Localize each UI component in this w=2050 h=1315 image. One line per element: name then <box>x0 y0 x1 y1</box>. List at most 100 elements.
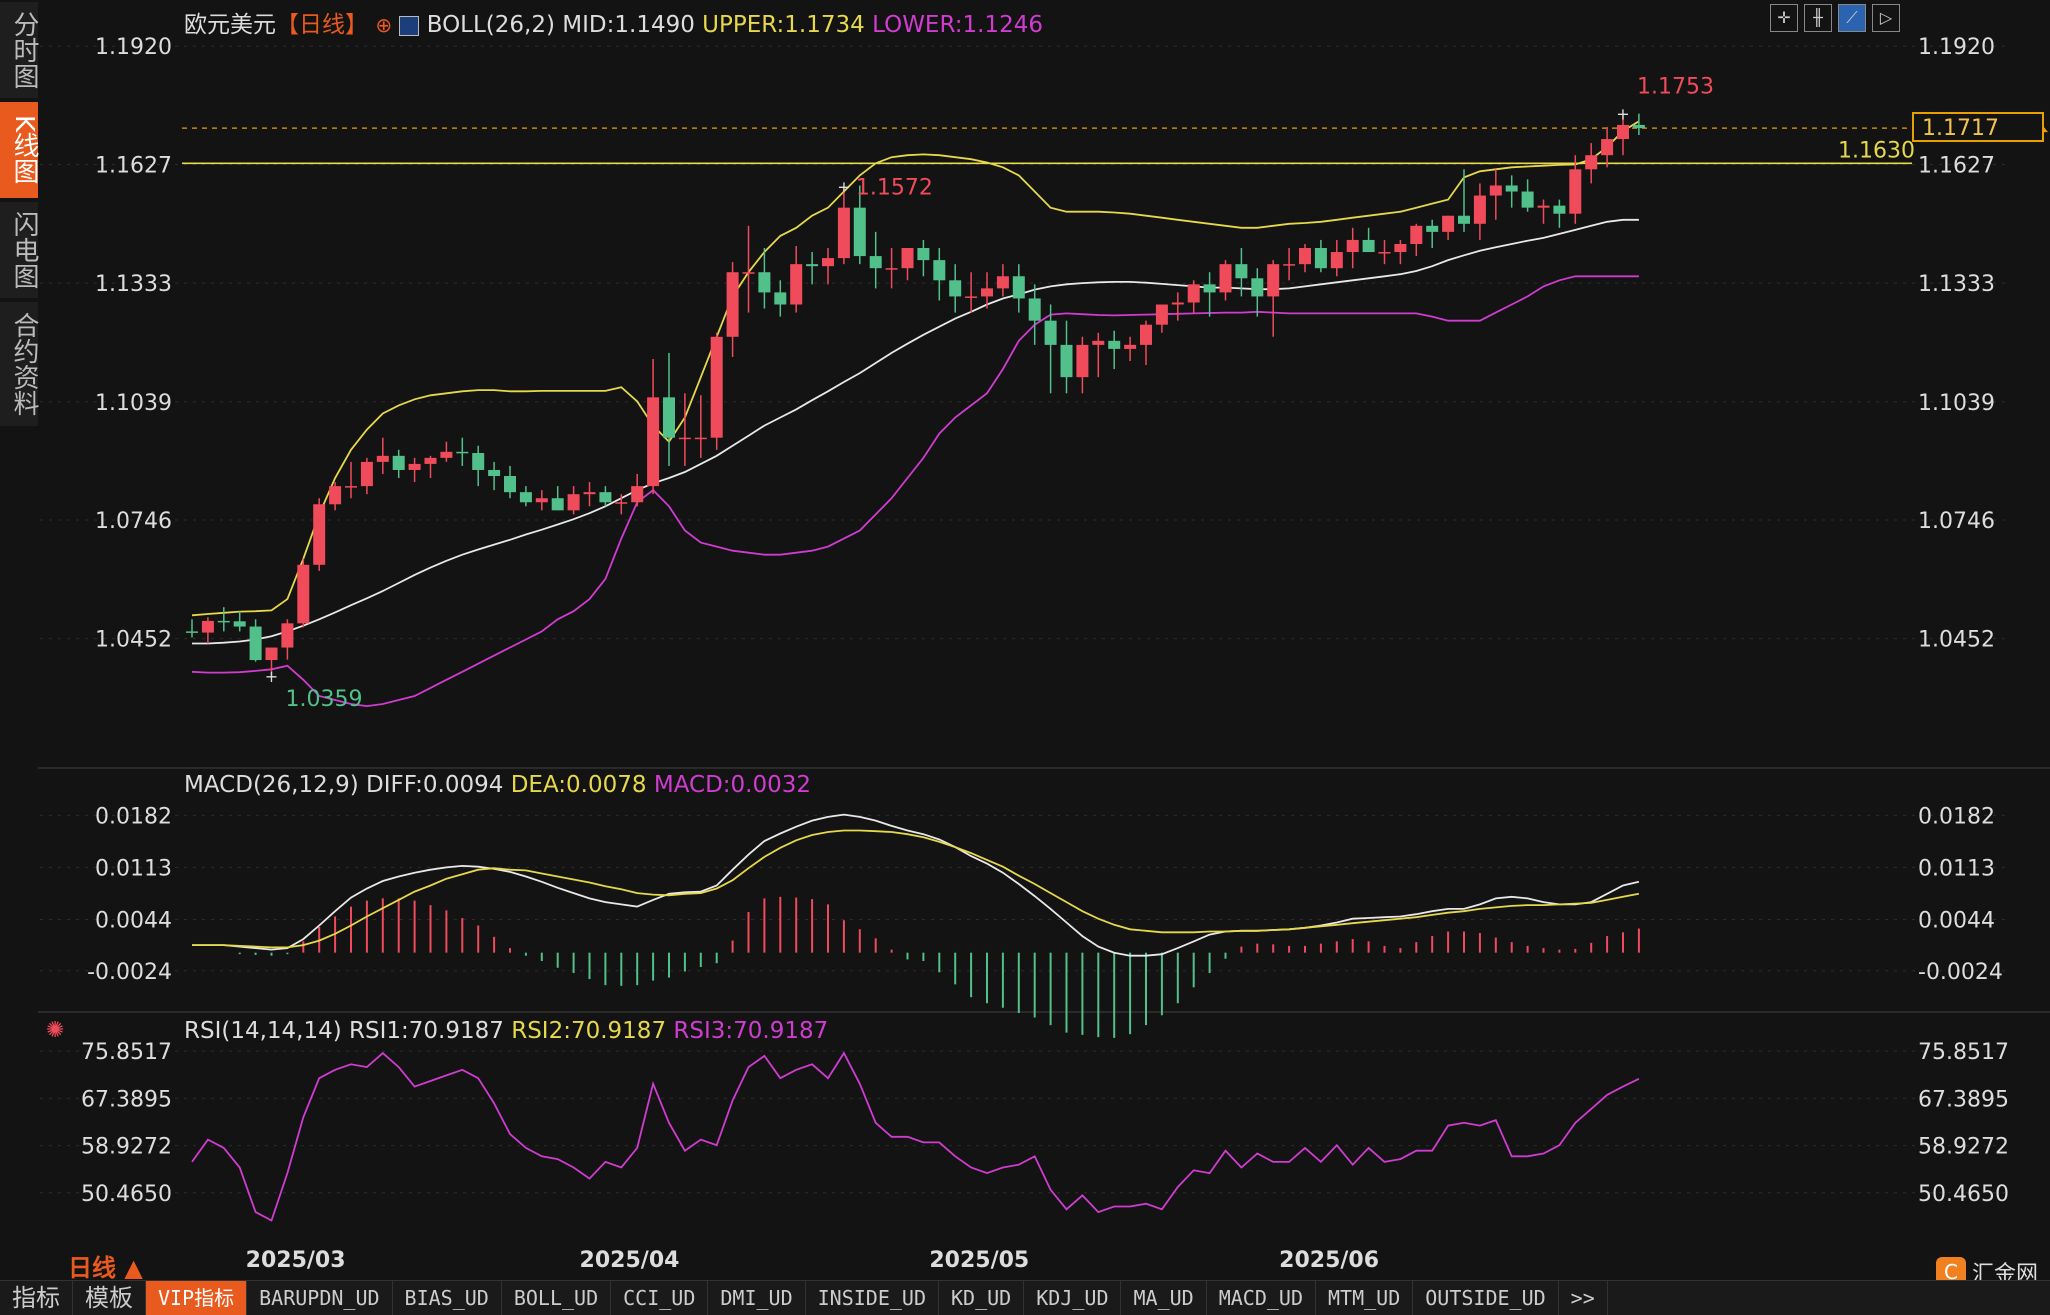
candle-body <box>1553 205 1566 214</box>
candle-body <box>1569 169 1582 214</box>
candle-body <box>472 453 485 470</box>
price-tick-left: 1.0452 <box>95 628 172 653</box>
tab-kdj[interactable]: KDJ_UD <box>1024 1281 1122 1315</box>
sidebar-item-contract[interactable]: 合约资料 <box>0 302 39 426</box>
candle-body <box>694 437 707 440</box>
symbol-name: 欧元美元 <box>184 12 276 38</box>
candle-body <box>1235 264 1248 279</box>
ruler-icon[interactable]: ╫ <box>1804 4 1832 32</box>
candle-body <box>456 451 469 454</box>
candle-body <box>631 486 644 503</box>
tab-cci[interactable]: CCI_UD <box>611 1281 709 1315</box>
candle-body <box>249 626 262 661</box>
chart-area[interactable]: 1.1920 1.1920 1.1627 1.1627 1.1333 1.1333 1.10… <box>0 0 2050 1280</box>
candle-body <box>1473 195 1486 224</box>
rsi-tick-left: 75.8517 <box>81 1040 172 1065</box>
candle-body <box>965 296 978 298</box>
candle-body <box>663 397 675 438</box>
crosshair-icon[interactable]: ✛ <box>1770 4 1798 32</box>
price-tick-left: 1.1333 <box>95 272 172 297</box>
candle-body <box>996 276 1009 289</box>
tab-vip-indicators[interactable]: VIP指标 <box>146 1281 248 1315</box>
low-price-label: 1.0359 <box>286 687 363 712</box>
candle-body <box>233 621 246 627</box>
sidebar-item-timeshare[interactable]: 分时图 <box>0 2 39 98</box>
candle-body <box>1426 225 1439 232</box>
macd-tick-left: 0.0044 <box>95 908 172 933</box>
candle-body <box>774 292 787 305</box>
candle-body <box>869 256 882 269</box>
candle-body <box>1362 239 1375 253</box>
candle-body <box>186 631 198 633</box>
macd-diff-line <box>192 813 1640 957</box>
tab-outside[interactable]: OUTSIDE_UD <box>1413 1281 1559 1315</box>
period-selector[interactable]: 日线 ▲ <box>68 1248 143 1283</box>
candle-body <box>1060 344 1073 378</box>
rsi-tick-left: 67.3895 <box>81 1087 172 1112</box>
tab-macd[interactable]: MACD_UD <box>1207 1281 1316 1315</box>
tab-barupdn[interactable]: BARUPDN_UD <box>247 1281 393 1315</box>
candle-body <box>1076 344 1089 378</box>
candle-body <box>1219 264 1232 293</box>
candle-body <box>710 336 723 438</box>
candle-body <box>392 455 405 470</box>
price-tick-left: 1.1627 <box>95 153 172 178</box>
candle-body <box>360 461 373 487</box>
macd-tick-right: 0.0182 <box>1918 804 1995 829</box>
candle-body <box>424 457 437 464</box>
boll-mid: MID:1.1490 <box>562 12 695 38</box>
candle-body <box>1617 124 1629 140</box>
candle-body <box>1187 284 1200 303</box>
next-icon[interactable]: ▷ <box>1872 4 1900 32</box>
candle-body <box>837 207 850 259</box>
rsi-tick-left: 50.4650 <box>81 1182 172 1207</box>
candle-body <box>408 463 421 470</box>
tab-indicators[interactable]: 指标 <box>0 1281 73 1315</box>
macd-diff: DIFF:0.0094 <box>366 772 504 798</box>
candle-body <box>1521 191 1534 208</box>
rsi-tick-right: 50.4650 <box>1918 1182 2009 1207</box>
add-icon[interactable]: ⊕ <box>375 13 393 37</box>
candle-body <box>1028 298 1041 321</box>
rsi-line <box>191 1051 1640 1222</box>
tab-mtm[interactable]: MTM_UD <box>1316 1281 1414 1315</box>
macd-tick-right: 0.0113 <box>1918 856 1995 881</box>
triangle-up-icon: ▲ <box>124 1254 143 1282</box>
sidebar-item-flash[interactable]: 闪电图 <box>0 202 39 298</box>
macd-tick-right: -0.0024 <box>1918 960 2003 985</box>
settings-icon[interactable]: ✺ <box>46 1018 65 1043</box>
tab-dmi[interactable]: DMI_UD <box>708 1281 806 1315</box>
extreme-marker: + <box>837 178 850 197</box>
tab-more[interactable]: >> <box>1559 1281 1608 1315</box>
price-tick-right: 1.1627 <box>1918 153 1995 178</box>
candle-body <box>1283 264 1296 266</box>
tab-inside[interactable]: INSIDE_UD <box>806 1281 940 1315</box>
macd-tick-left: -0.0024 <box>87 960 172 985</box>
macd-tick-left: 0.0113 <box>95 856 172 881</box>
rsi-tick-left: 58.9272 <box>81 1135 172 1160</box>
price-tick-left: 1.1920 <box>95 35 172 60</box>
macd-dea: DEA:0.0078 <box>510 772 647 798</box>
sidebar-item-kline[interactable]: K线图 <box>0 102 39 198</box>
candle-body <box>297 564 310 624</box>
candle-body <box>1442 215 1455 232</box>
tab-templates[interactable]: 模板 <box>73 1281 146 1315</box>
candle-body <box>806 264 819 267</box>
tab-boll[interactable]: BOLL_UD <box>502 1281 612 1315</box>
extreme-marker: + <box>265 667 278 686</box>
line-tool-icon[interactable]: ⟋ <box>1838 4 1866 32</box>
level-line-label: 1.1630 <box>1838 138 1915 163</box>
candle-body <box>1267 264 1280 297</box>
tab-kd[interactable]: KD_UD <box>939 1281 1025 1315</box>
chart-header: 欧元美元【日线】 ⊕ BOLL(26,2) MID:1.1490 UPPER:1… <box>184 5 1043 39</box>
date-tick-label: 2025/05 <box>929 1248 1029 1273</box>
candle-body <box>1489 185 1502 196</box>
boll-upper: UPPER:1.1734 <box>702 12 865 38</box>
tab-ma[interactable]: MA_UD <box>1121 1281 1207 1315</box>
indicator-icon[interactable] <box>399 15 420 36</box>
candle-body <box>1140 324 1152 345</box>
high-price-label: 1.1753 <box>1637 75 1714 100</box>
candle-body <box>758 272 771 293</box>
tab-bias[interactable]: BIAS_UD <box>393 1281 502 1315</box>
date-tick-label: 2025/06 <box>1279 1248 1379 1273</box>
